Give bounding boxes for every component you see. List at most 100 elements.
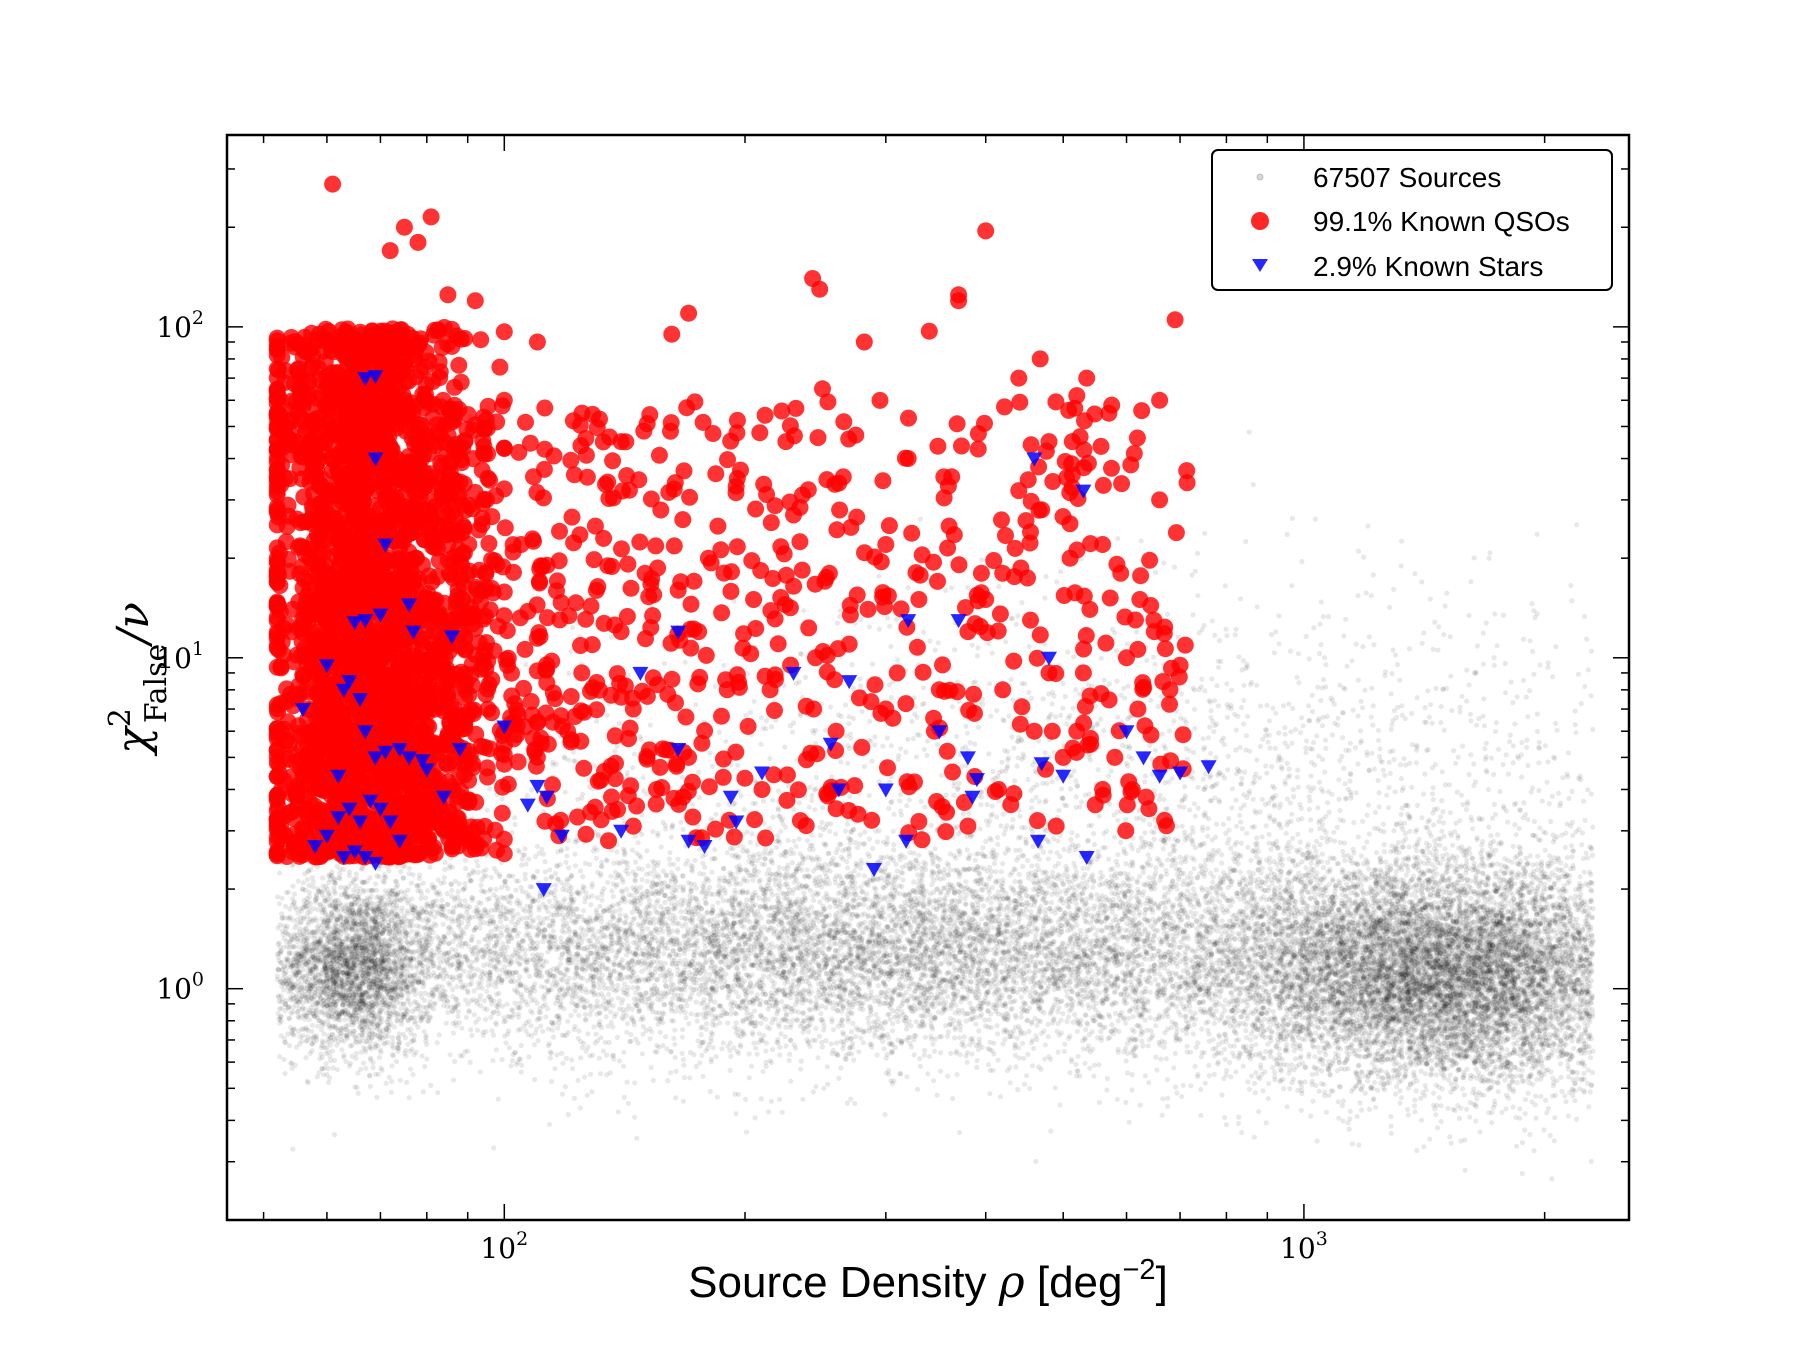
source-point [695,1018,700,1023]
source-point [1198,1113,1203,1118]
source-point [411,1038,416,1043]
source-point [371,1065,376,1070]
source-point [343,1059,348,1064]
source-point [397,1040,402,1045]
source-point [356,1091,361,1096]
source-point [373,1072,378,1077]
source-point [371,951,376,956]
source-point [327,985,332,990]
source-point [1056,919,1061,924]
source-point [927,1054,932,1059]
source-point [371,1060,376,1065]
source-point [405,908,410,913]
source-point [1184,1031,1189,1036]
source-point [850,1021,855,1026]
source-point [310,1023,315,1028]
source-point [392,1024,397,1029]
source-point [1153,1055,1158,1060]
source-point [1569,854,1574,859]
source-point [341,1053,346,1058]
source-point [428,1083,433,1088]
source-point [686,1021,691,1026]
source-point [709,870,714,875]
source-point [353,932,358,937]
source-point [327,1075,332,1080]
source-point [1143,773,1148,778]
source-point [928,891,933,896]
source-point [383,1034,388,1039]
source-point [681,1057,686,1062]
source-point [563,790,568,795]
source-point [407,1095,412,1100]
source-point [447,982,452,987]
source-point [645,926,650,931]
source-point [552,1066,557,1071]
source-point [397,1031,402,1036]
source-point [943,902,948,907]
source-point [414,965,419,970]
source-point [327,1054,332,1059]
source-point [390,1063,395,1068]
source-point [1065,993,1070,998]
source-point [783,1043,788,1048]
source-point [1053,907,1058,912]
source-point [415,970,420,975]
source-point [380,999,385,1004]
source-point [331,1065,336,1070]
source-point [572,852,577,857]
source-point [680,1035,685,1040]
source-point [328,911,333,916]
source-point [500,1004,505,1009]
source-point [952,1035,957,1040]
source-point [589,1089,594,1094]
source-point [359,1031,364,1036]
source-point [313,1035,318,1040]
source-point [409,919,414,924]
source-point [912,1052,917,1057]
source-point [426,992,431,997]
source-point [376,940,381,945]
source-point [354,985,359,990]
source-point [345,1033,350,1038]
source-point [356,937,361,942]
source-point [334,1035,339,1040]
source-point [341,1002,346,1007]
source-point [1039,1031,1044,1036]
source-point [330,992,335,997]
source-point [278,979,283,984]
source-point [957,1035,962,1040]
source-point [542,859,547,864]
source-point [368,1056,373,1061]
source-point [507,1045,512,1050]
source-point [393,949,398,954]
source-point [305,877,310,882]
source-point [320,910,325,915]
source-point [348,1061,353,1066]
source-point [996,1058,1001,1063]
source-point [284,981,289,986]
source-point [1366,802,1371,807]
source-point [853,1034,858,1039]
source-point [282,1071,287,1076]
source-point [704,1021,709,1026]
source-point [320,875,325,880]
source-point [418,896,423,901]
source-point [403,1006,408,1011]
source-point [344,894,349,899]
source-point [403,1035,408,1040]
source-point [1050,870,1055,875]
source-point [351,1029,356,1034]
source-point [413,992,418,997]
source-point [1240,826,1245,831]
source-point [553,1001,558,1006]
source-point [608,1009,613,1014]
source-point [633,860,638,865]
source-point [313,972,318,977]
source-point [380,1068,385,1073]
source-point [275,967,280,972]
source-point [1056,1005,1061,1010]
source-point [399,909,404,914]
source-point [293,1063,298,1068]
source-point [979,917,984,922]
source-point [494,895,499,900]
